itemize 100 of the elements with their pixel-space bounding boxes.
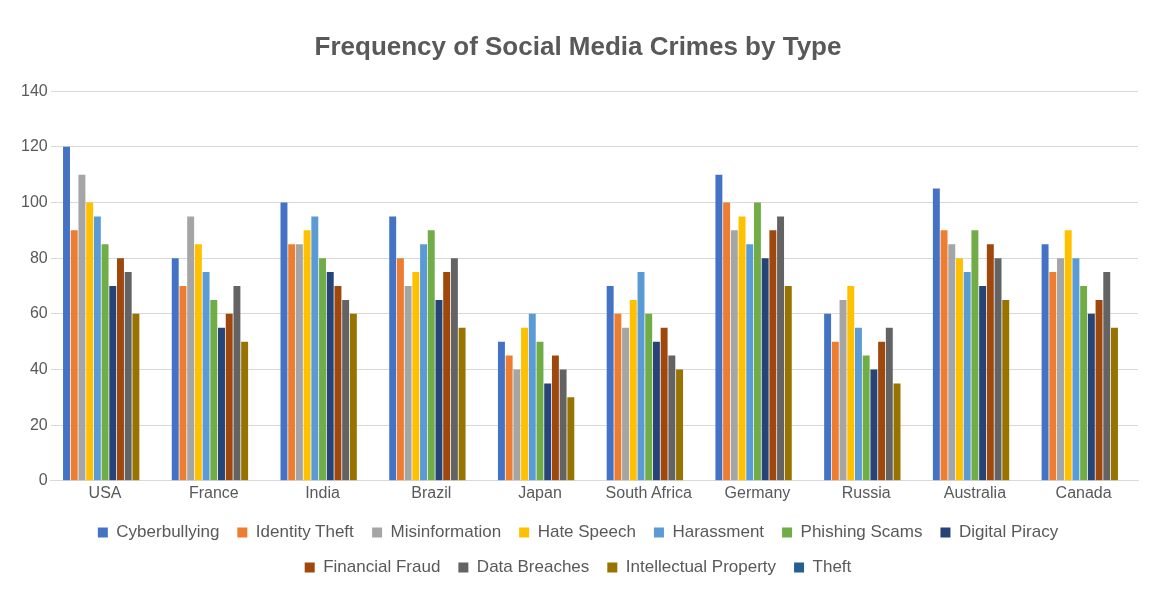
bar bbox=[497, 341, 505, 481]
bar bbox=[443, 272, 451, 481]
bar bbox=[389, 216, 397, 481]
bar bbox=[458, 327, 466, 481]
legend-label: Data Breaches bbox=[476, 557, 590, 577]
bar bbox=[963, 272, 971, 481]
x-tick-label: Brazil bbox=[411, 483, 452, 501]
bar bbox=[295, 244, 303, 481]
bar bbox=[1041, 244, 1049, 481]
y-tick-label: 140 bbox=[20, 81, 48, 99]
bar bbox=[746, 244, 754, 481]
bar bbox=[544, 383, 552, 481]
bar bbox=[1111, 327, 1118, 481]
bar bbox=[878, 341, 886, 481]
bar bbox=[854, 327, 862, 481]
bar bbox=[1049, 272, 1057, 481]
bar bbox=[404, 286, 412, 481]
bar bbox=[334, 286, 342, 481]
bar bbox=[78, 174, 86, 481]
bar bbox=[622, 327, 630, 481]
bar bbox=[567, 397, 575, 481]
legend-label: Cyberbullying bbox=[116, 522, 220, 542]
x-tick-label: USA bbox=[88, 483, 122, 501]
bar bbox=[70, 230, 78, 481]
bar bbox=[218, 327, 225, 481]
bar bbox=[769, 230, 777, 481]
bar bbox=[225, 313, 233, 481]
bar bbox=[1080, 286, 1088, 481]
legend-label: Intellectual Property bbox=[625, 557, 777, 577]
bar bbox=[513, 369, 521, 481]
bar bbox=[505, 355, 513, 481]
bar bbox=[606, 286, 614, 481]
bar bbox=[730, 230, 738, 481]
bar bbox=[885, 327, 893, 481]
bar bbox=[784, 286, 792, 481]
bar bbox=[450, 258, 458, 481]
bar bbox=[1057, 258, 1064, 481]
bar bbox=[715, 174, 723, 481]
bar bbox=[940, 230, 948, 481]
bar bbox=[171, 258, 179, 481]
bar bbox=[202, 272, 210, 481]
bar bbox=[932, 188, 940, 481]
legend-label: Misinformation bbox=[390, 522, 502, 542]
bar bbox=[132, 313, 140, 481]
x-tick-label: France bbox=[188, 483, 239, 501]
x-tick-label: India bbox=[305, 483, 340, 501]
y-tick-label: 100 bbox=[20, 192, 48, 210]
bar bbox=[303, 230, 311, 481]
bar bbox=[824, 313, 832, 481]
bar bbox=[233, 286, 241, 481]
bar bbox=[862, 355, 870, 481]
bar bbox=[668, 355, 676, 481]
bar bbox=[831, 341, 839, 481]
y-tick-label: 40 bbox=[29, 359, 48, 377]
y-tick-label: 0 bbox=[38, 471, 48, 489]
bar bbox=[93, 216, 101, 481]
bar bbox=[979, 286, 987, 481]
bar bbox=[435, 299, 443, 481]
chart-title: Frequency of Social Media Crimes by Type bbox=[314, 30, 842, 61]
bar bbox=[326, 272, 334, 481]
bar bbox=[63, 146, 70, 481]
bar bbox=[660, 327, 668, 481]
legend-label: Hate Speech bbox=[537, 522, 636, 542]
bar bbox=[528, 313, 536, 481]
bar bbox=[521, 327, 529, 481]
x-tick-label: Germany bbox=[724, 483, 791, 501]
bar bbox=[179, 286, 187, 481]
y-tick-label: 20 bbox=[29, 415, 48, 433]
bar bbox=[412, 272, 420, 481]
bar bbox=[319, 258, 326, 481]
legend-label: Theft bbox=[812, 557, 852, 577]
bar bbox=[956, 258, 963, 481]
bar bbox=[753, 202, 761, 481]
bar bbox=[551, 355, 559, 481]
bar bbox=[1072, 258, 1080, 481]
bar bbox=[101, 244, 109, 481]
bar bbox=[559, 369, 567, 481]
bar bbox=[396, 258, 404, 481]
bar bbox=[676, 369, 684, 481]
bar bbox=[109, 286, 117, 481]
bar bbox=[645, 313, 653, 481]
bar bbox=[971, 230, 979, 481]
bar bbox=[629, 299, 637, 481]
bar bbox=[614, 313, 622, 481]
legend-label: Digital Piracy bbox=[958, 522, 1059, 542]
bar bbox=[723, 202, 731, 481]
bar bbox=[986, 244, 994, 481]
y-tick-label: 60 bbox=[29, 304, 48, 322]
bar bbox=[1087, 313, 1095, 481]
bar bbox=[839, 299, 847, 481]
bar bbox=[1002, 299, 1010, 481]
legend-label: Financial Fraud bbox=[323, 557, 441, 577]
x-tick-label: Canada bbox=[1055, 483, 1112, 501]
bar bbox=[342, 299, 350, 481]
bar bbox=[870, 369, 878, 481]
bar bbox=[194, 244, 202, 481]
x-tick-label: Australia bbox=[943, 483, 1007, 501]
bar bbox=[427, 230, 435, 481]
bar bbox=[847, 286, 855, 481]
x-tick-label: Russia bbox=[841, 483, 891, 501]
